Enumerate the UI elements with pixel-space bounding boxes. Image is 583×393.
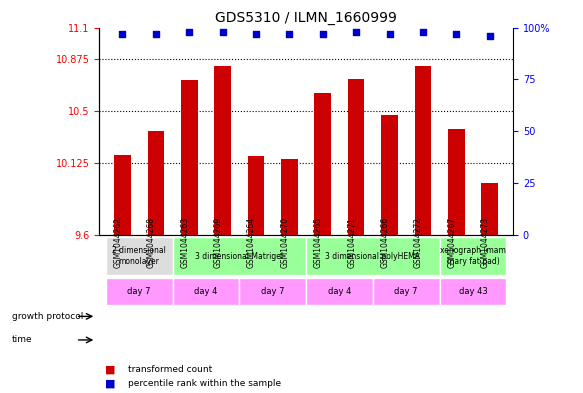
Text: xenograph (mam
mary fat pad): xenograph (mam mary fat pad)	[440, 246, 506, 266]
Text: day 4: day 4	[194, 287, 217, 296]
Text: day 7: day 7	[128, 287, 151, 296]
Bar	[314, 93, 331, 235]
FancyBboxPatch shape	[440, 278, 507, 305]
FancyBboxPatch shape	[173, 237, 306, 275]
Bar	[348, 79, 364, 235]
Bar	[482, 183, 498, 235]
Point	[485, 33, 494, 39]
Text: 3 dimensional polyHEMA: 3 dimensional polyHEMA	[325, 252, 420, 261]
Bar	[147, 131, 164, 235]
Text: GSM1044270: GSM1044270	[280, 217, 289, 268]
Text: ■: ■	[105, 364, 115, 375]
FancyBboxPatch shape	[106, 237, 173, 275]
Text: day 43: day 43	[459, 287, 487, 296]
FancyBboxPatch shape	[306, 237, 440, 275]
FancyBboxPatch shape	[306, 278, 373, 305]
Bar	[215, 66, 231, 235]
Point	[285, 31, 294, 37]
Text: GSM1044272: GSM1044272	[414, 217, 423, 268]
Point	[318, 31, 328, 37]
Text: day 4: day 4	[328, 287, 351, 296]
Text: GSM1044271: GSM1044271	[347, 217, 356, 268]
Point	[118, 31, 127, 37]
Point	[385, 31, 394, 37]
FancyBboxPatch shape	[373, 278, 440, 305]
Text: transformed count: transformed count	[128, 365, 213, 374]
Text: GSM1044265: GSM1044265	[314, 217, 323, 268]
FancyBboxPatch shape	[173, 278, 239, 305]
Point	[185, 29, 194, 35]
Bar	[248, 156, 264, 235]
Text: GSM1044269: GSM1044269	[213, 217, 223, 268]
Point	[452, 31, 461, 37]
Bar	[415, 66, 431, 235]
Point	[352, 29, 361, 35]
Text: GSM1044267: GSM1044267	[447, 217, 456, 268]
Text: GSM1044266: GSM1044266	[381, 217, 389, 268]
Bar	[381, 115, 398, 235]
Bar	[181, 80, 198, 235]
Point	[151, 31, 160, 37]
Point	[218, 29, 227, 35]
Text: time: time	[12, 336, 32, 344]
Text: GSM1044268: GSM1044268	[147, 217, 156, 268]
Bar	[281, 159, 298, 235]
Text: 2 dimensional
monolayer: 2 dimensional monolayer	[113, 246, 166, 266]
Text: GSM1044263: GSM1044263	[180, 217, 189, 268]
Text: growth protocol: growth protocol	[12, 312, 83, 321]
Text: GSM1044273: GSM1044273	[480, 217, 490, 268]
Text: ■: ■	[105, 378, 115, 388]
Text: GSM1044262: GSM1044262	[114, 217, 122, 268]
Title: GDS5310 / ILMN_1660999: GDS5310 / ILMN_1660999	[215, 11, 397, 25]
Point	[418, 29, 427, 35]
Bar	[448, 129, 465, 235]
Text: GSM1044264: GSM1044264	[247, 217, 256, 268]
FancyBboxPatch shape	[440, 237, 507, 275]
Text: day 7: day 7	[261, 287, 285, 296]
FancyBboxPatch shape	[106, 278, 173, 305]
FancyBboxPatch shape	[239, 278, 306, 305]
Bar	[114, 155, 131, 235]
Point	[251, 31, 261, 37]
Text: 3 dimensional Matrigel: 3 dimensional Matrigel	[195, 252, 283, 261]
Text: day 7: day 7	[395, 287, 418, 296]
Text: percentile rank within the sample: percentile rank within the sample	[128, 379, 282, 387]
